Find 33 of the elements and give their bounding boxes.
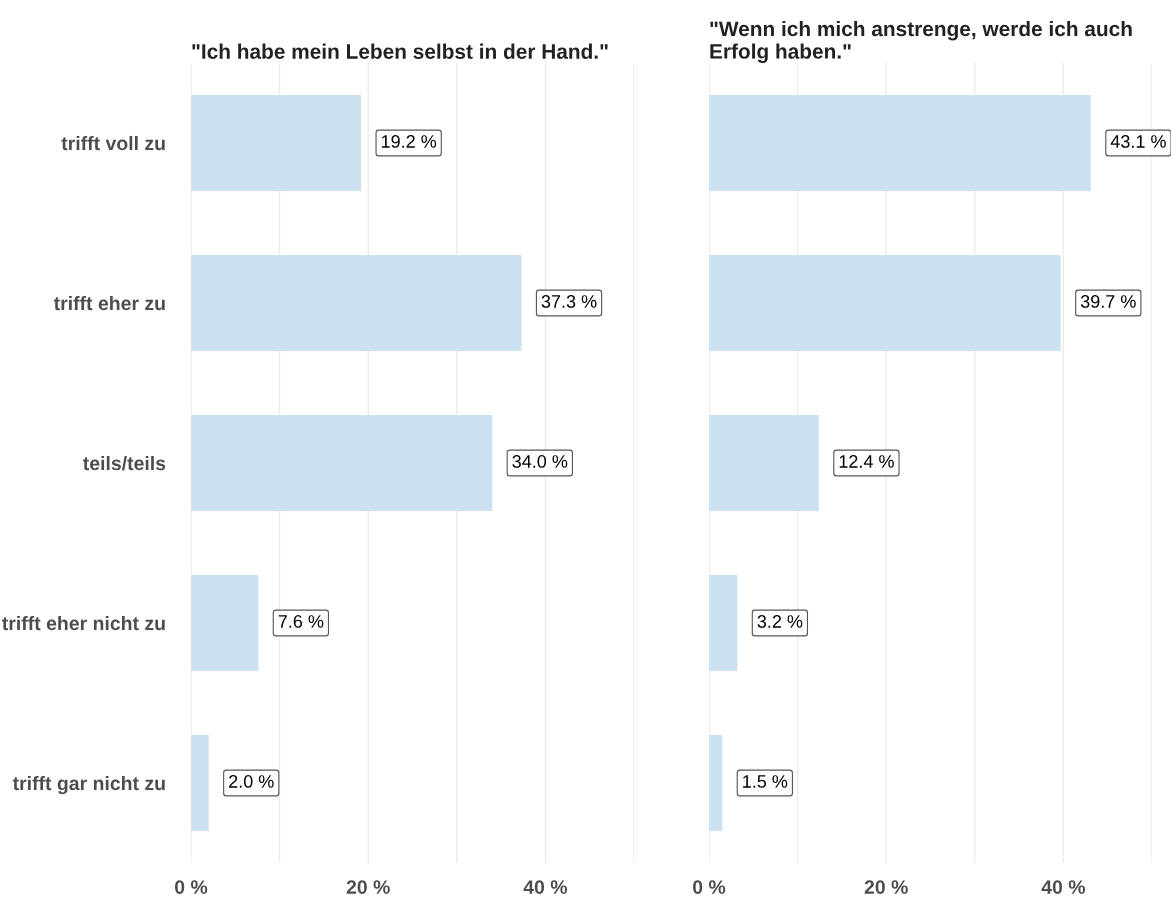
data-label: 12.4 % bbox=[839, 455, 894, 468]
bar bbox=[191, 575, 259, 671]
bar bbox=[709, 575, 738, 671]
x-tick-label: 20 % bbox=[346, 880, 390, 894]
data-label: 34.0 % bbox=[512, 455, 568, 468]
data-label: 7.6 % bbox=[278, 615, 324, 628]
bar bbox=[191, 415, 493, 511]
bar bbox=[709, 735, 723, 831]
x-tick-label: 40 % bbox=[523, 880, 568, 894]
y-tick-label: trifft gar nicht zu bbox=[12, 775, 165, 795]
bar bbox=[709, 95, 1091, 191]
y-tick-label: trifft eher zu bbox=[53, 295, 165, 311]
data-label: 2.0 % bbox=[229, 775, 274, 788]
chart-title: "Wenn ich mich anstrenge, werde ich auch Erfolg haben." bbox=[710, 20, 1132, 63]
y-tick-label: trifft eher nicht zu bbox=[2, 615, 165, 631]
x-tick-label: 40 % bbox=[1041, 880, 1086, 894]
x-tick-label: 0 % bbox=[693, 880, 726, 894]
chart-title: "Ich habe mein Leben selbst in der Hand." bbox=[192, 43, 608, 59]
data-label: 43.1 % bbox=[1110, 135, 1166, 148]
bar bbox=[709, 255, 1061, 351]
data-label: 19.2 % bbox=[381, 135, 437, 148]
x-tick-label: 20 % bbox=[864, 880, 908, 894]
x-tick-label: 0 % bbox=[175, 880, 208, 894]
data-label: 3.2 % bbox=[757, 615, 803, 628]
bar bbox=[191, 735, 209, 831]
y-tick-label: teils/teils bbox=[83, 455, 166, 471]
bar bbox=[191, 255, 522, 351]
data-label: 1.5 % bbox=[743, 775, 788, 788]
bar bbox=[191, 95, 362, 191]
data-label: 37.3 % bbox=[541, 295, 597, 308]
data-label: 39.7 % bbox=[1080, 295, 1136, 308]
y-tick-label: trifft voll zu bbox=[61, 135, 165, 151]
bar bbox=[709, 415, 819, 511]
